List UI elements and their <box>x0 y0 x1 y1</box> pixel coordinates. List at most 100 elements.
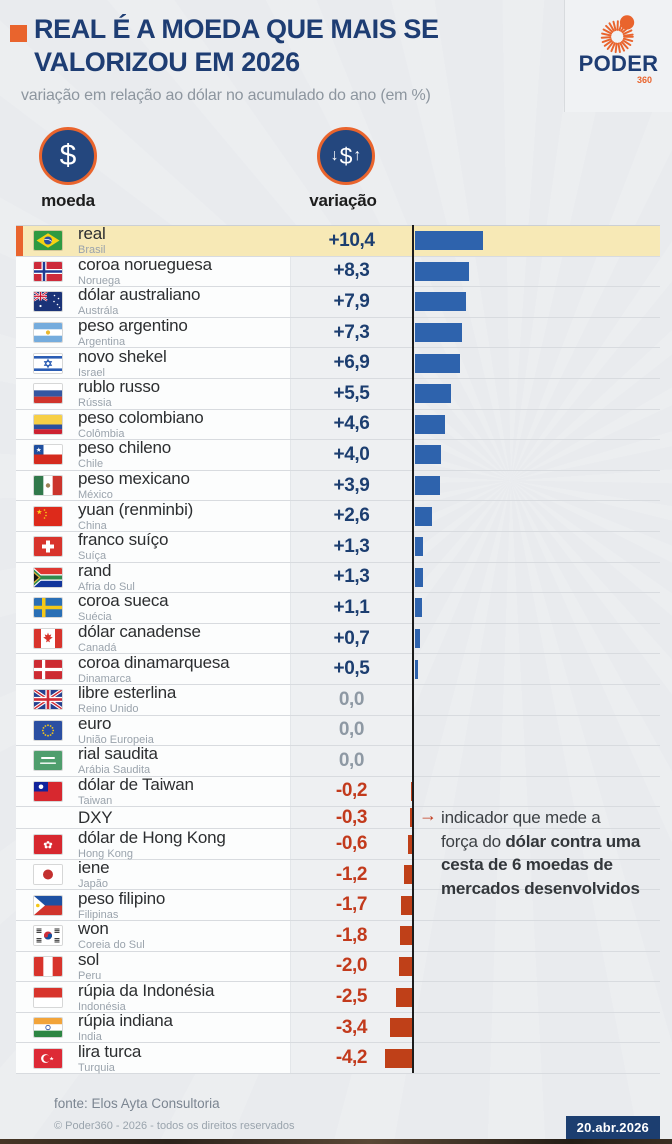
currency-name: peso argentino <box>78 316 188 336</box>
value-cell: -4,2 <box>290 1043 412 1074</box>
dxy-annotation: indicador que mede a força do dólar cont… <box>441 806 641 900</box>
country-name: Japão <box>78 878 108 891</box>
value-cell: +6,9 <box>290 348 412 378</box>
currency-cell: dólar australiano Austrála <box>16 286 290 317</box>
currency-name: peso chileno <box>78 438 172 458</box>
currency-name-block: iene Japão <box>78 858 110 891</box>
variation-value: -0,6 <box>335 833 368 855</box>
table-row: rand Afria do Sul +1,3 <box>16 561 660 594</box>
country-name: Chile <box>78 458 104 471</box>
flag-australia-icon <box>34 292 62 312</box>
flag-south-korea-icon <box>34 926 62 946</box>
currency-name: iene <box>78 858 110 878</box>
currency-name: won <box>78 919 109 939</box>
flag-eu-icon <box>34 720 62 740</box>
value-cell: +4,6 <box>290 409 412 440</box>
variation-bar <box>400 895 412 915</box>
table-row: coroa sueca Suécia +1,1 <box>16 591 660 624</box>
variation-bar <box>399 956 412 976</box>
currency-cell: libre esterlina Reino Unido <box>16 684 290 716</box>
value-cell: -2,0 <box>290 951 412 982</box>
page-subtitle: variação em relação ao dólar no acumulad… <box>21 87 431 104</box>
flag-indonesia-icon <box>34 987 62 1007</box>
table-row: rublo russo Rússia +5,5 <box>16 378 660 410</box>
value-cell: -0,2 <box>290 776 412 807</box>
country-name: Dinamarca <box>78 672 132 685</box>
country-name: Taiwan <box>78 794 113 807</box>
variation-bar <box>415 353 460 373</box>
variation-value: +0,5 <box>333 658 370 680</box>
currency-cell: rúpia indiana India <box>16 1011 290 1044</box>
sunburst-icon <box>600 15 634 54</box>
country-name: Reino Unido <box>78 703 139 716</box>
flag-india-icon <box>34 1018 62 1038</box>
variation-value: +1,3 <box>333 566 370 588</box>
value-cell: +1,3 <box>290 531 412 562</box>
currency-cell: franco suíço Suíça <box>16 531 290 562</box>
variation-value: -1,8 <box>335 924 368 946</box>
variation-value: +5,5 <box>333 382 370 404</box>
currency-name-block: won Coreia do Sul <box>78 919 145 952</box>
source-note: fonte: Elos Ayta Consultoria <box>54 1096 220 1111</box>
variation-bar <box>415 659 419 679</box>
variation-bar <box>415 506 432 526</box>
table-row: real Brasil +10,4 <box>16 225 660 257</box>
variation-value: 0,0 <box>338 688 365 710</box>
table-row: novo shekel Israel +6,9 <box>16 347 660 379</box>
table-row: rial saudita Arábia Saudita 0,0 <box>16 744 660 777</box>
country-name: União Europeia <box>78 733 154 746</box>
table-row: peso colombiano Colômbia +4,6 <box>16 407 660 441</box>
currency-name: peso colombiano <box>78 407 204 427</box>
variation-value: +3,9 <box>333 474 370 496</box>
currency-cell: peso chileno Chile <box>16 438 290 471</box>
table-row: coroa norueguesa Noruega +8,3 <box>16 255 660 288</box>
variation-bar <box>404 865 412 885</box>
currency-cell: real Brasil <box>16 225 290 256</box>
currency-cell: peso colombiano Colômbia <box>16 407 290 440</box>
currency-name-block: rial saudita Arábia Saudita <box>78 744 158 777</box>
value-cell: +3,9 <box>290 470 412 501</box>
currency-cell: rúpia da Indonésia Indonésia <box>16 981 290 1013</box>
currency-cell: coroa sueca Suécia <box>16 591 290 623</box>
currency-name: lira turca <box>78 1041 142 1061</box>
currency-name-block: novo shekel Israel <box>78 347 167 379</box>
value-cell: +1,3 <box>290 562 412 593</box>
variation-bar <box>415 414 445 434</box>
currency-cell: DXY <box>16 807 290 829</box>
table-row: peso filipino Filipinas -1,7 <box>16 889 660 922</box>
variation-bar <box>415 629 420 649</box>
currency-name: dólar canadense <box>78 622 201 642</box>
country-name: India <box>78 1031 102 1044</box>
currency-cell: rand Afria do Sul <box>16 561 290 593</box>
variation-value: -1,2 <box>335 863 368 885</box>
logo-wordmark: PODER <box>578 51 659 76</box>
country-name: Colômbia <box>78 427 125 440</box>
flag-mexico-icon <box>34 476 62 496</box>
column-header-moeda: moeda <box>41 191 95 210</box>
variation-value: -3,4 <box>335 1016 368 1038</box>
currency-name: coroa sueca <box>78 591 169 611</box>
arrow-down-icon: ↓ <box>330 147 339 164</box>
value-cell: +4,0 <box>290 440 412 470</box>
copyright-note: © Poder360 - 2026 - todos os direitos re… <box>54 1120 295 1132</box>
variation-bar <box>415 323 463 343</box>
currency-cell: peso argentino Argentina <box>16 316 290 349</box>
country-name: Peru <box>78 969 102 982</box>
currency-name-block: dólar canadense Canadá <box>78 622 201 655</box>
currency-name: rial saudita <box>78 744 158 764</box>
variation-value: +6,9 <box>333 352 370 374</box>
country-name: Argentina <box>78 336 126 349</box>
value-cell: 0,0 <box>290 746 412 776</box>
currency-cell: won Coreia do Sul <box>16 919 290 952</box>
currency-cell: euro União Europeia <box>16 714 290 746</box>
currency-cell: iene Japão <box>16 858 290 891</box>
country-name: México <box>78 489 113 502</box>
country-name: Filipinas <box>78 908 119 921</box>
currency-name-block: rúpia da Indonésia Indonésia <box>78 981 214 1013</box>
currency-name: rúpia indiana <box>78 1011 173 1031</box>
table-row: dólar de Taiwan Taiwan -0,2 <box>16 774 660 808</box>
title-line2: VALORIZOU EM 2026 <box>34 47 300 77</box>
page-title: REAL É A MOEDA QUE MAIS SE VALORIZOU EM … <box>34 13 439 79</box>
table-row: libre esterlina Reino Unido 0,0 <box>16 684 660 716</box>
currency-name: dólar de Taiwan <box>78 774 194 794</box>
